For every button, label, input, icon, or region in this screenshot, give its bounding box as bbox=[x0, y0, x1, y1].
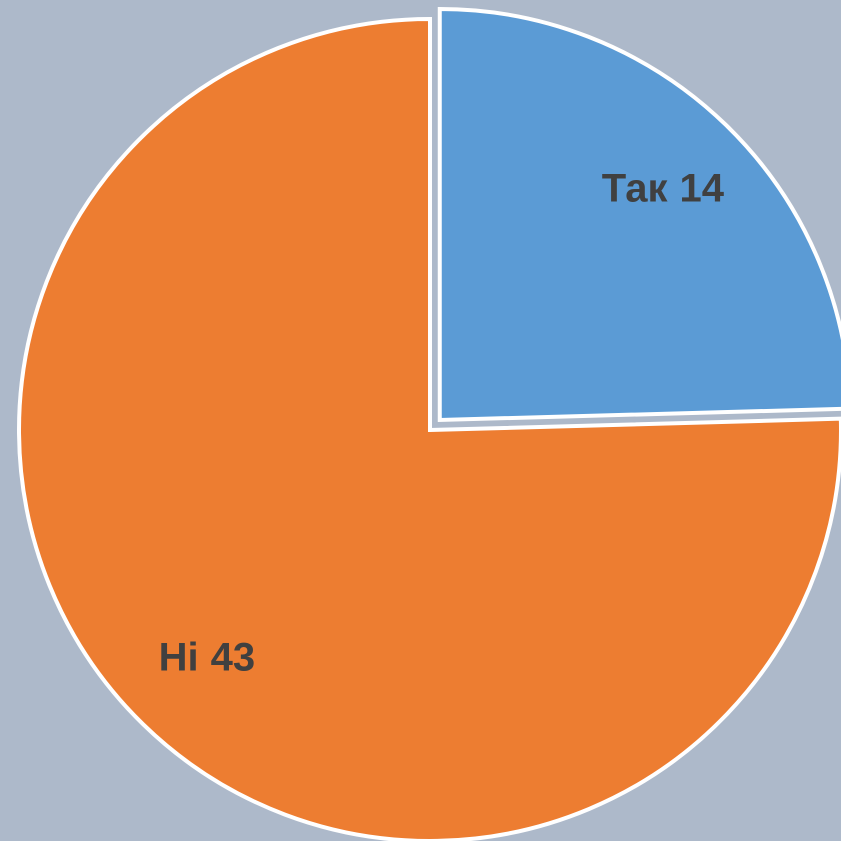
slice-value: 43 bbox=[211, 635, 256, 679]
pie-slice bbox=[17, 16, 841, 841]
pie-slice bbox=[437, 6, 841, 423]
slice-label: Так 14 bbox=[602, 166, 725, 210]
slice-category: Ні bbox=[159, 635, 199, 679]
slice-label: Ні 43 bbox=[159, 635, 256, 679]
slice-value: 14 bbox=[679, 166, 724, 210]
slice-category: Так bbox=[602, 166, 669, 210]
